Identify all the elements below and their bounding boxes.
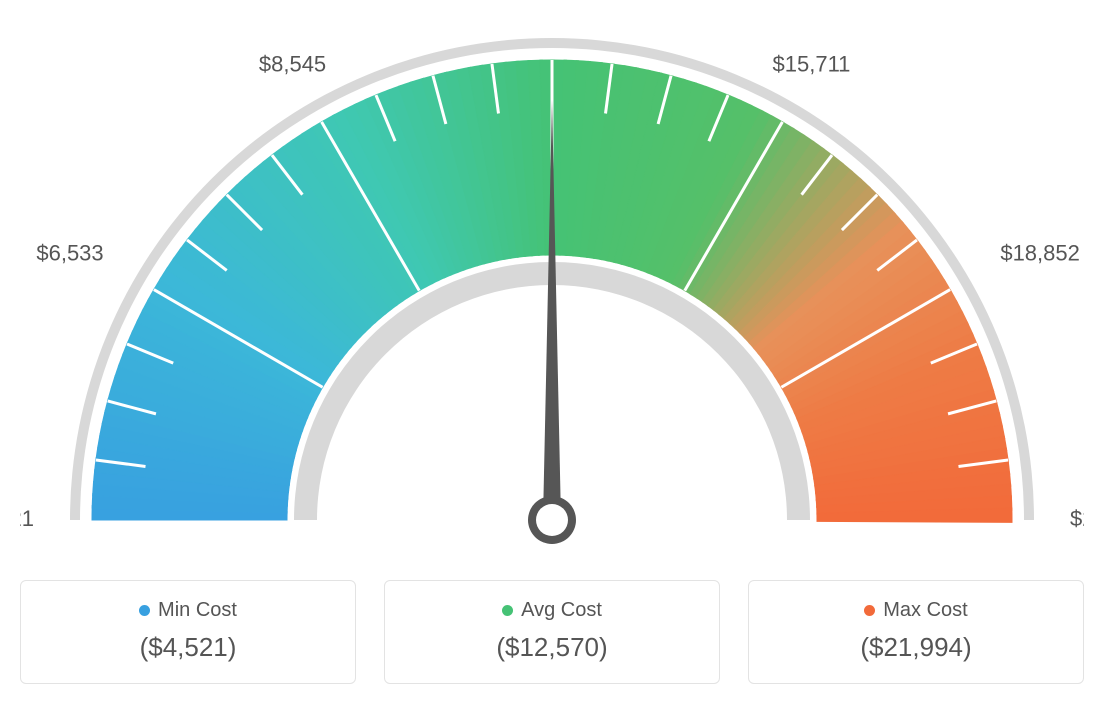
min-cost-value: ($4,521) <box>41 632 335 663</box>
avg-cost-title-row: Avg Cost <box>502 599 602 622</box>
max-cost-title: Max Cost <box>883 599 967 622</box>
gauge-svg: $4,521$6,533$8,545$12,570$15,711$18,852$… <box>20 20 1084 560</box>
min-cost-title: Min Cost <box>158 599 237 622</box>
max-cost-title-row: Max Cost <box>864 599 967 622</box>
min-cost-dot-icon <box>139 605 150 616</box>
gauge-tick-label: $4,521 <box>20 506 34 531</box>
cost-gauge-chart: $4,521$6,533$8,545$12,570$15,711$18,852$… <box>20 20 1084 684</box>
gauge-tick-label: $6,533 <box>36 241 103 266</box>
avg-cost-value: ($12,570) <box>405 632 699 663</box>
avg-cost-card: Avg Cost ($12,570) <box>384 580 720 684</box>
gauge-tick-label: $18,852 <box>1000 241 1080 266</box>
min-cost-card: Min Cost ($4,521) <box>20 580 356 684</box>
gauge-tick-label: $8,545 <box>259 52 326 77</box>
max-cost-value: ($21,994) <box>769 632 1063 663</box>
max-cost-card: Max Cost ($21,994) <box>748 580 1084 684</box>
gauge-area: $4,521$6,533$8,545$12,570$15,711$18,852$… <box>20 20 1084 560</box>
gauge-tick-label: $21,994 <box>1070 506 1084 531</box>
max-cost-dot-icon <box>864 605 875 616</box>
avg-cost-dot-icon <box>502 605 513 616</box>
gauge-tick-label: $15,711 <box>773 52 851 77</box>
summary-cards: Min Cost ($4,521) Avg Cost ($12,570) Max… <box>20 580 1084 684</box>
avg-cost-title: Avg Cost <box>521 599 602 622</box>
min-cost-title-row: Min Cost <box>139 599 237 622</box>
